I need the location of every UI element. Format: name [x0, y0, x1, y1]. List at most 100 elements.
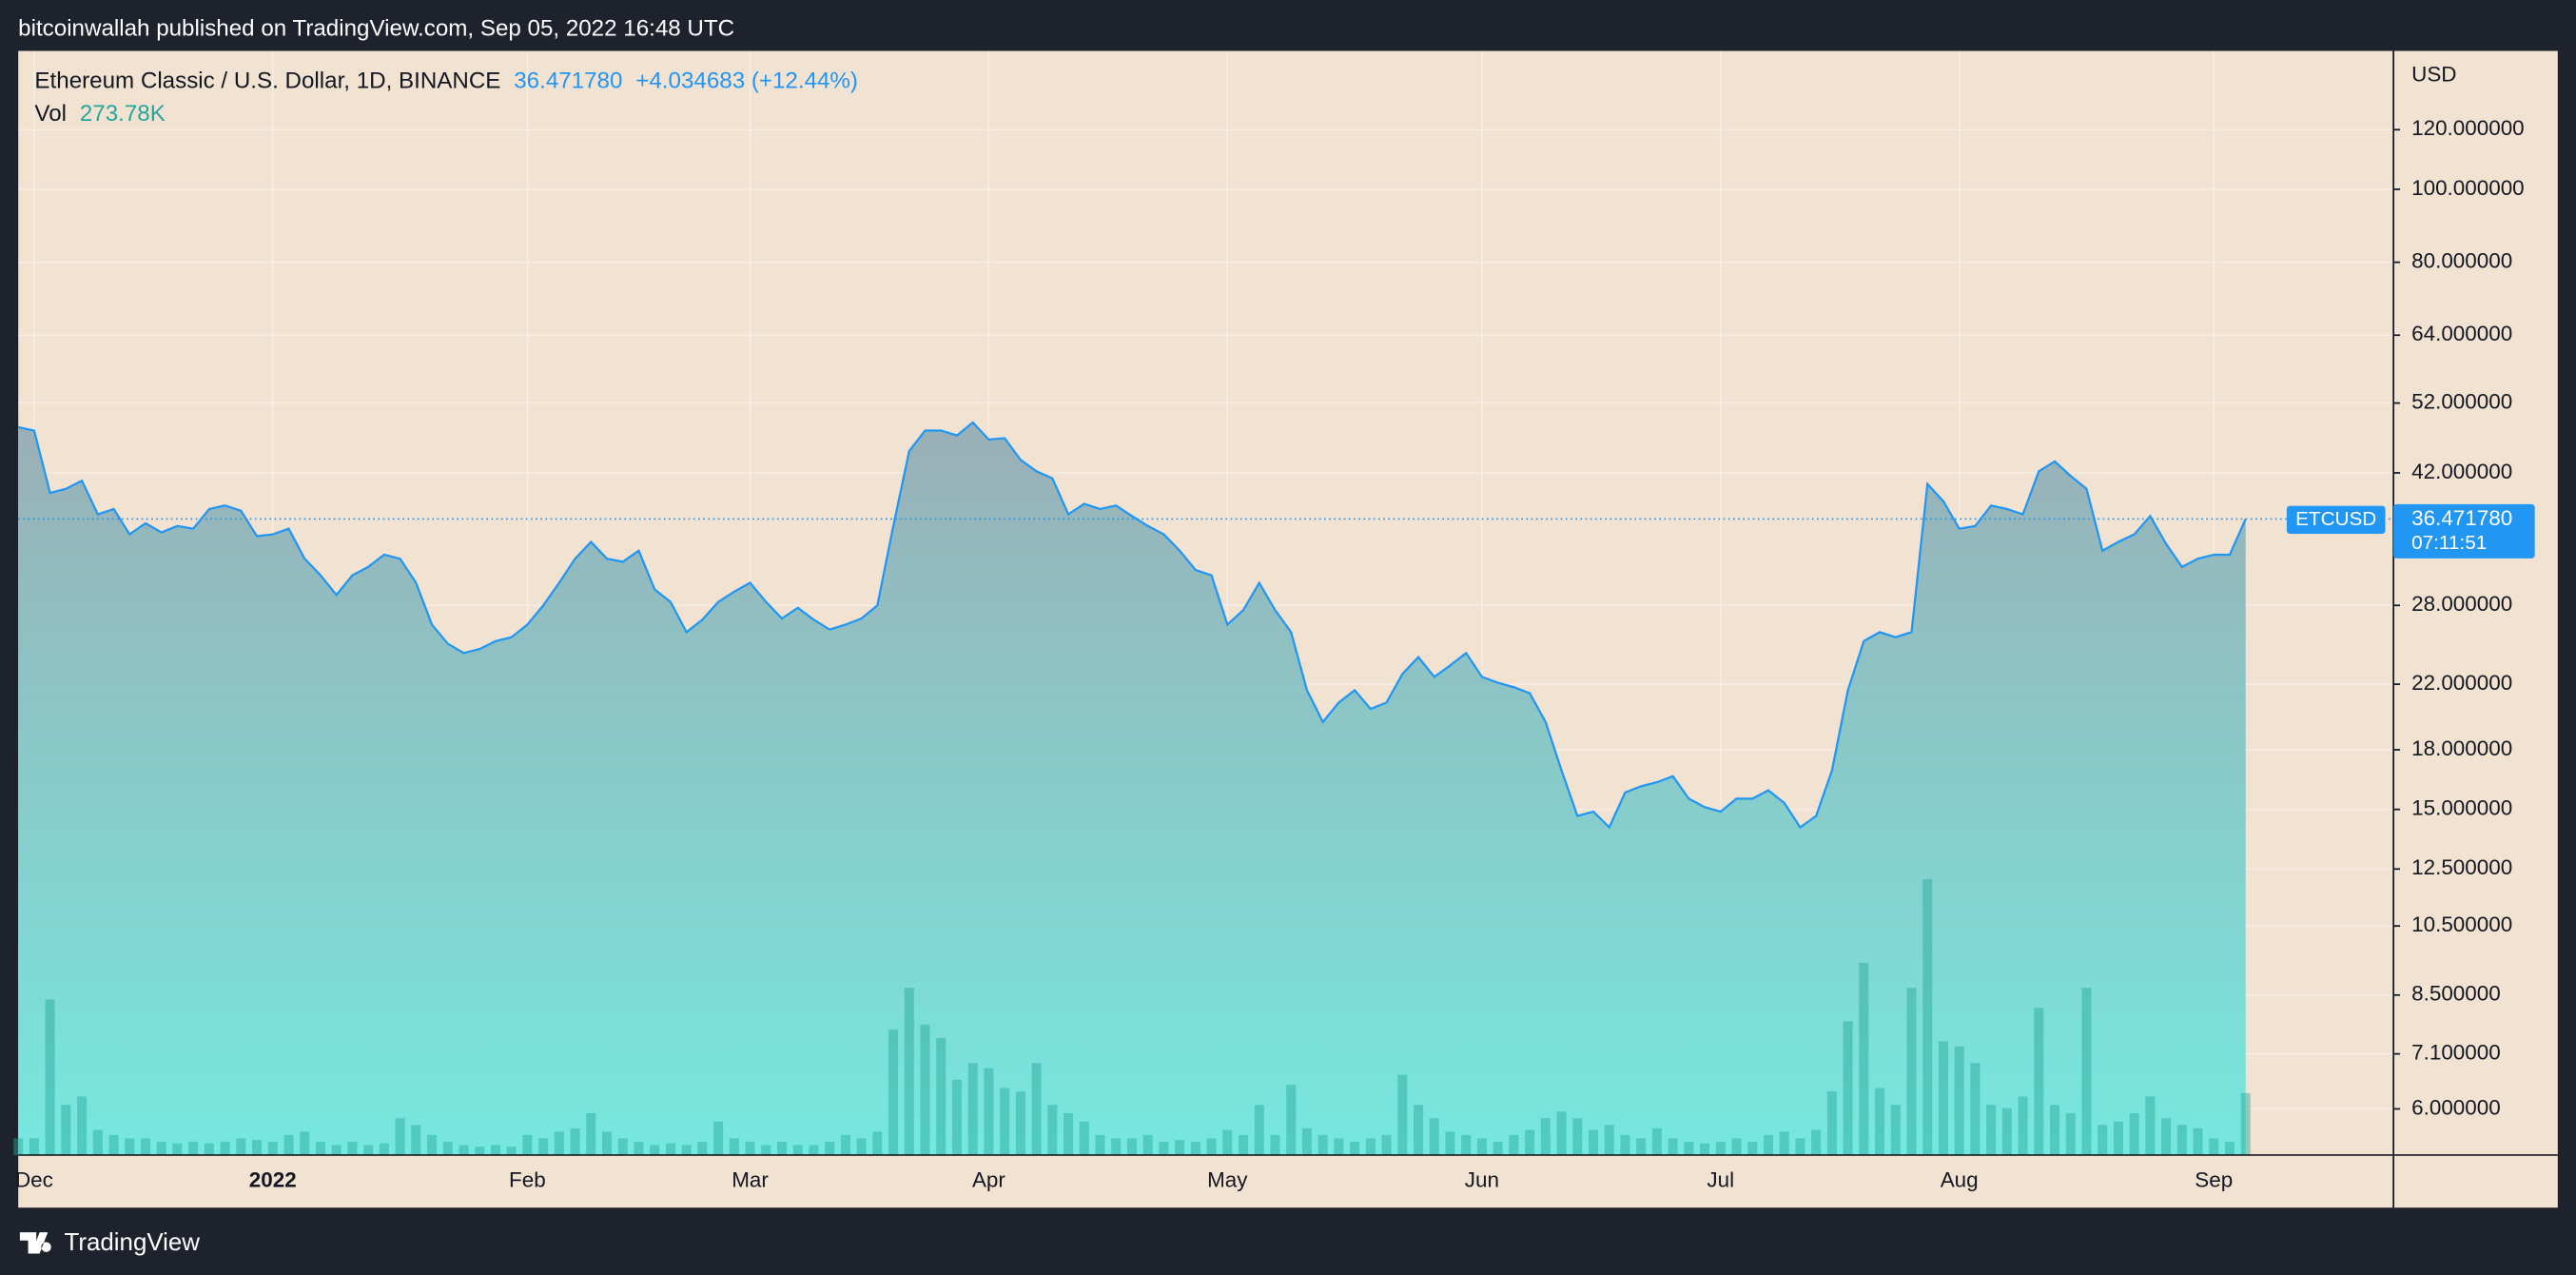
ticker-box — [2286, 505, 2386, 534]
volume-bar — [1301, 1128, 1312, 1155]
volume-bar — [840, 1134, 850, 1155]
volume-bar — [1763, 1134, 1773, 1155]
volume-bar — [1413, 1105, 1424, 1155]
price-label: 36.471780 — [2411, 506, 2512, 530]
x-tick-label: Jun — [1465, 1167, 1499, 1191]
volume-bar — [1239, 1134, 1249, 1155]
volume-bar — [570, 1128, 580, 1155]
volume-bar — [2129, 1112, 2139, 1155]
volume-bar — [363, 1145, 374, 1155]
volume-bar — [2081, 988, 2092, 1155]
volume-bar — [379, 1143, 389, 1155]
volume-bar — [188, 1141, 199, 1155]
y-tick-label: 8.500000 — [2411, 982, 2501, 1006]
volume-bar — [411, 1125, 421, 1155]
volume-bar — [156, 1141, 166, 1155]
volume-bar — [1954, 1046, 1964, 1155]
axes: 120.000000 100.000000 80.000000 64.000000 52… — [15, 116, 2535, 1191]
volume-bar — [856, 1138, 867, 1155]
volume-bar — [792, 1145, 803, 1155]
volume-bar — [1064, 1112, 1074, 1155]
volume-bar — [140, 1138, 151, 1155]
volume-bar — [936, 1037, 946, 1155]
volume-bar — [1095, 1134, 1105, 1155]
volume-bar — [634, 1141, 644, 1155]
volume-bar — [1875, 1088, 1885, 1155]
volume-bar — [1604, 1125, 1614, 1155]
x-tick-label: Apr — [972, 1167, 1005, 1191]
volume-bar — [2018, 1096, 2028, 1155]
volume-bar — [267, 1141, 278, 1155]
volume-bar — [1365, 1138, 1376, 1155]
y-tick-label: 28.000000 — [2411, 592, 2512, 616]
volume-bar — [1047, 1105, 1058, 1155]
volume-bar — [92, 1129, 103, 1155]
volume-bar — [888, 1030, 899, 1155]
volume-bar — [1190, 1141, 1200, 1155]
volume-bar — [1429, 1118, 1439, 1155]
volume-bar — [2001, 1108, 2012, 1155]
volume-bar — [252, 1140, 263, 1155]
volume-bar — [1715, 1141, 1726, 1155]
x-tick-label: Feb — [509, 1167, 546, 1191]
volume-bar — [665, 1143, 675, 1155]
volume-bar — [77, 1096, 88, 1155]
volume-bar — [300, 1131, 310, 1155]
volume-bar — [236, 1138, 246, 1155]
volume-bar — [172, 1143, 183, 1155]
volume-bar — [1175, 1140, 1185, 1155]
volume-bar — [1126, 1138, 1137, 1155]
volume-bar — [1540, 1118, 1551, 1155]
volume-bar — [475, 1147, 485, 1155]
volume-bar — [713, 1121, 724, 1155]
x-tick-label: 2022 — [249, 1167, 297, 1191]
volume-bar — [1493, 1141, 1503, 1155]
volume-bar — [506, 1147, 517, 1155]
volume-bar — [1111, 1138, 1122, 1155]
volume-bar — [2176, 1125, 2187, 1155]
volume-last: 273.78K — [80, 101, 166, 127]
x-tick-label: Dec — [15, 1167, 53, 1191]
volume-bar — [538, 1138, 549, 1155]
volume-bar — [761, 1145, 771, 1155]
volume-bar — [1079, 1121, 1089, 1155]
volume-bar — [1668, 1138, 1678, 1155]
price-line — [17, 421, 2247, 830]
y-tick-label: 100.000000 — [2411, 176, 2525, 200]
volume-bar — [1222, 1129, 1233, 1155]
volume-bar — [283, 1134, 294, 1155]
volume-bar — [427, 1134, 438, 1155]
y-tick-label: 15.000000 — [2411, 796, 2512, 820]
volume-bar — [442, 1141, 453, 1155]
volume-bar — [984, 1068, 994, 1155]
volume-bar — [1461, 1134, 1472, 1155]
volume-bar — [1890, 1105, 1901, 1155]
y-tick-label: 64.000000 — [2411, 322, 2512, 345]
volume-bar — [490, 1145, 500, 1155]
volume-bar — [1970, 1063, 1981, 1155]
volume-bar — [1142, 1134, 1153, 1155]
volume-bar — [2113, 1121, 2123, 1155]
volume-bar — [13, 1138, 24, 1155]
volume-bar — [602, 1131, 613, 1155]
volume-bar — [1843, 1021, 1853, 1155]
volume-bar — [1938, 1041, 1948, 1155]
logo: TradingView — [19, 1229, 200, 1256]
volume-bar — [617, 1138, 628, 1155]
volume-bar — [809, 1145, 819, 1155]
y-tick-label: 10.500000 — [2411, 912, 2512, 936]
volume-bar — [1906, 988, 1917, 1155]
volume-bar — [1986, 1105, 1997, 1155]
x-tick-label: Aug — [1941, 1167, 1979, 1191]
volume-bar — [61, 1105, 71, 1155]
x-tick-label: May — [1207, 1167, 1248, 1191]
volume-bar — [1525, 1129, 1535, 1155]
legend-row: Ethereum Classic / U.S. Dollar, 1D, BINA… — [34, 69, 858, 94]
volume-bar — [1476, 1138, 1487, 1155]
x-tick-label: Sep — [2195, 1167, 2233, 1191]
volume-bar — [586, 1112, 596, 1155]
countdown-label: 07:11:51 — [2411, 532, 2487, 554]
y-tick-label: 18.000000 — [2411, 736, 2512, 760]
